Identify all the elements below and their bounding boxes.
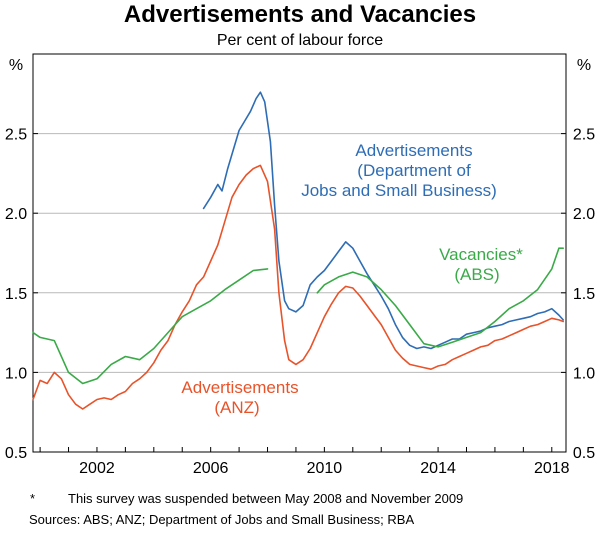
footnote-marker: *	[30, 491, 35, 506]
x-tick-2006: 2006	[193, 460, 229, 477]
series-lines	[32, 91, 564, 410]
x-tick-2014: 2014	[420, 460, 456, 477]
label-vacancies-line1: Vacancies*	[439, 245, 523, 264]
y-tick-left-2.5: 2.5	[5, 127, 27, 144]
x-tick-2002: 2002	[79, 460, 115, 477]
y-tick-right-0.5: 0.5	[573, 445, 595, 462]
y-tick-left-1.5: 1.5	[5, 286, 27, 303]
sources-text: Sources: ABS; ANZ; Department of Jobs an…	[29, 512, 414, 527]
label-advertisements-djsb-line2: (Department of	[357, 161, 471, 180]
axis-ticks: 0.5 0.5 1.0 1.0 1.5 1.5 2.0 2.0 2.5 2.5 2002 2006 20…	[5, 127, 595, 477]
y-tick-left-0.5: 0.5	[5, 445, 27, 462]
footnote-text: This survey was suspended between May 20…	[68, 491, 463, 506]
label-advertisements-anz: Advertisements (ANZ)	[181, 378, 298, 417]
plot-frame	[32, 53, 567, 453]
x-tick-2010: 2010	[307, 460, 343, 477]
y-tick-right-1.5: 1.5	[573, 286, 595, 303]
chart-subtitle: Per cent of labour force	[217, 32, 383, 49]
label-advertisements-anz-line2: (ANZ)	[214, 398, 259, 417]
label-advertisements-anz-line1: Advertisements	[181, 378, 298, 397]
series-advertisements-anz	[32, 164, 564, 410]
y-tick-right-2.5: 2.5	[573, 127, 595, 144]
chart-title: Advertisements and Vacancies	[124, 1, 476, 28]
x-tick-2018: 2018	[534, 460, 570, 477]
label-advertisements-djsb: Advertisements (Department of Jobs and S…	[301, 141, 497, 200]
y-tick-right-1.0: 1.0	[573, 365, 595, 382]
y-axis-unit-left: %	[9, 57, 23, 74]
y-tick-left-1.0: 1.0	[5, 365, 27, 382]
label-advertisements-djsb-line3: Jobs and Small Business)	[301, 181, 497, 200]
series-vacancies-abs	[32, 247, 564, 385]
y-axis-unit-right: %	[577, 57, 591, 74]
y-tick-right-2.0: 2.0	[573, 206, 595, 223]
gridlines	[33, 133, 566, 373]
label-advertisements-djsb-line1: Advertisements	[355, 141, 472, 160]
series-advertisements-djsb	[202, 91, 564, 350]
y-tick-left-2.0: 2.0	[5, 206, 27, 223]
label-vacancies-line2: (ABS)	[454, 265, 499, 284]
label-vacancies-abs: Vacancies* (ABS)	[439, 245, 523, 284]
